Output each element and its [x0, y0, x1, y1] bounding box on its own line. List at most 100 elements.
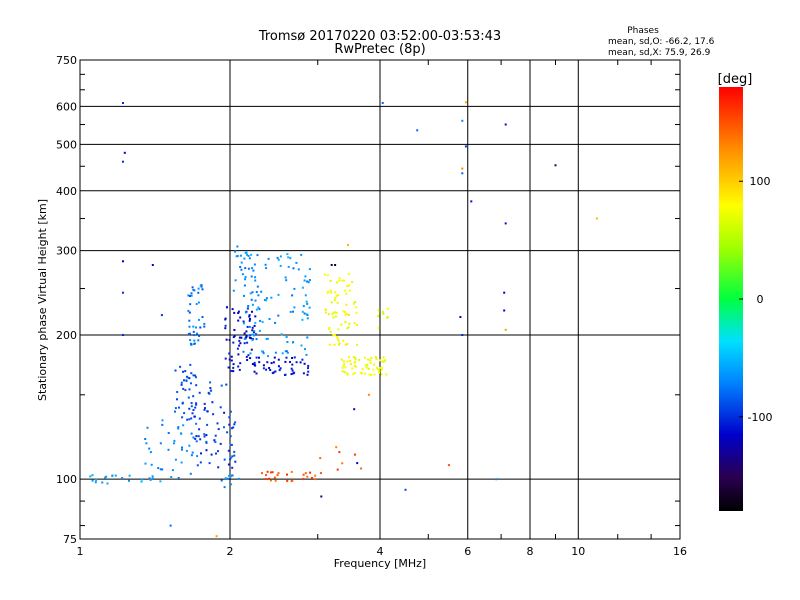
data-point — [191, 412, 194, 415]
data-point — [254, 299, 257, 302]
data-point — [459, 316, 462, 318]
y-tick-label: 100 — [56, 473, 77, 486]
data-point — [265, 297, 268, 300]
data-point — [385, 373, 388, 376]
data-point — [351, 367, 354, 370]
data-point — [234, 279, 237, 282]
data-point — [342, 360, 345, 363]
data-point — [189, 472, 192, 475]
data-point — [285, 279, 288, 282]
data-point — [346, 343, 349, 345]
data-point — [263, 299, 266, 301]
data-point — [336, 281, 339, 284]
data-point — [306, 317, 309, 320]
data-point — [277, 293, 280, 296]
data-point — [216, 422, 219, 425]
data-point — [364, 356, 367, 359]
data-point — [326, 291, 329, 294]
data-point — [199, 326, 202, 329]
data-point — [377, 309, 380, 312]
data-point — [185, 379, 188, 382]
data-point — [307, 367, 309, 370]
data-point — [370, 373, 373, 376]
data-point — [255, 338, 258, 341]
data-point — [186, 418, 189, 421]
data-point — [461, 172, 464, 175]
data-point — [174, 410, 176, 413]
data-point — [326, 274, 329, 277]
data-point — [261, 320, 264, 323]
data-point — [291, 363, 294, 366]
data-point — [353, 408, 356, 411]
data-point — [251, 363, 254, 365]
y-tick-label: 300 — [56, 245, 77, 258]
data-point — [195, 402, 198, 405]
data-point — [240, 261, 243, 264]
data-point — [224, 357, 227, 360]
data-point — [336, 301, 339, 304]
data-point — [193, 334, 196, 337]
data-point — [224, 317, 227, 320]
data-point — [237, 353, 240, 356]
data-point — [140, 480, 143, 483]
data-point — [268, 477, 271, 480]
data-point — [262, 352, 265, 355]
data-point — [379, 366, 382, 369]
data-point — [144, 438, 147, 440]
data-point — [232, 341, 235, 344]
data-point — [292, 372, 295, 375]
data-point — [217, 466, 220, 469]
data-point — [380, 368, 383, 371]
data-point — [192, 325, 195, 328]
data-point — [151, 475, 154, 478]
data-point — [337, 339, 340, 342]
data-point — [277, 358, 280, 361]
data-point — [220, 384, 223, 387]
data-point — [180, 461, 183, 464]
data-point — [236, 255, 239, 257]
data-point — [352, 302, 355, 305]
data-point — [243, 322, 245, 325]
data-point — [159, 468, 162, 471]
data-point — [157, 467, 160, 470]
data-point — [367, 358, 370, 361]
data-point — [205, 434, 208, 437]
data-point — [329, 331, 332, 333]
data-point — [203, 433, 206, 436]
data-point — [272, 361, 275, 364]
data-point — [344, 343, 347, 346]
data-point — [237, 319, 240, 322]
data-point — [340, 358, 343, 361]
data-point — [264, 263, 267, 266]
data-point — [94, 481, 97, 484]
data-point — [369, 359, 372, 362]
data-point — [301, 286, 304, 289]
data-point — [266, 361, 269, 364]
data-point — [301, 318, 304, 321]
data-point — [302, 478, 305, 481]
data-point — [304, 275, 307, 278]
data-point — [211, 401, 214, 404]
data-point — [233, 454, 236, 457]
data-point — [314, 474, 317, 477]
data-point — [161, 423, 164, 426]
x-tick-label: 8 — [527, 545, 534, 558]
data-point — [346, 285, 349, 288]
data-point — [279, 367, 282, 370]
data-point — [353, 365, 356, 367]
data-point — [348, 289, 351, 292]
data-point — [261, 472, 263, 475]
data-point — [332, 316, 335, 319]
data-point — [223, 458, 226, 461]
data-point — [367, 367, 370, 370]
data-point — [377, 327, 380, 330]
data-point — [192, 374, 195, 377]
data-point — [292, 310, 294, 313]
data-point — [291, 357, 294, 359]
data-point — [192, 436, 195, 439]
data-point — [246, 359, 249, 361]
data-point — [271, 471, 274, 474]
data-point — [346, 373, 349, 376]
data-point — [291, 294, 294, 297]
data-point — [238, 344, 241, 347]
